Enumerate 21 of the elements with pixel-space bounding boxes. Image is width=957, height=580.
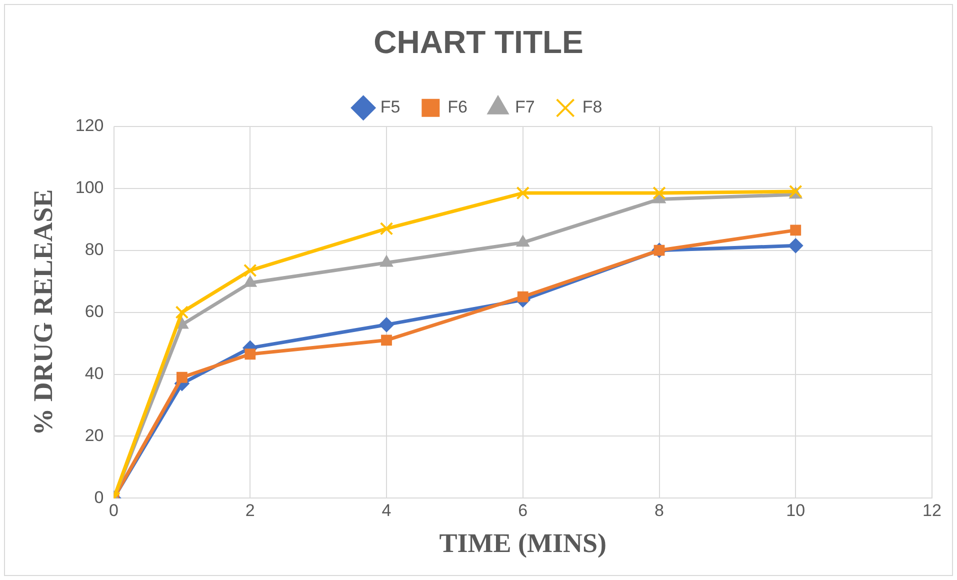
- x-tick-label: 10: [786, 501, 806, 520]
- x-tick-label: 0: [109, 501, 118, 520]
- y-tick-label: 0: [94, 488, 104, 507]
- x-tick-label: 6: [518, 501, 528, 520]
- y-tick-label: 120: [75, 116, 104, 136]
- x-axis-title: TIME (MINS): [439, 528, 607, 558]
- chart-title: CHART TITLE: [374, 24, 584, 60]
- legend-label: F8: [582, 98, 602, 117]
- legend-label: F7: [515, 98, 535, 117]
- y-tick-label: 40: [84, 364, 104, 383]
- legend-label: F6: [448, 98, 468, 117]
- x-tick-label: 8: [654, 501, 664, 520]
- y-axis-title: % DRUG RELEASE: [28, 189, 58, 436]
- legend-label: F5: [380, 98, 400, 117]
- x-tick-label: 4: [382, 501, 392, 520]
- y-tick-label: 60: [84, 302, 104, 321]
- y-tick-label: 20: [84, 426, 104, 445]
- x-tick-label: 2: [245, 501, 255, 520]
- y-tick-label: 80: [84, 240, 104, 260]
- x-tick-label: 12: [922, 501, 942, 520]
- y-tick-label: 100: [75, 178, 104, 198]
